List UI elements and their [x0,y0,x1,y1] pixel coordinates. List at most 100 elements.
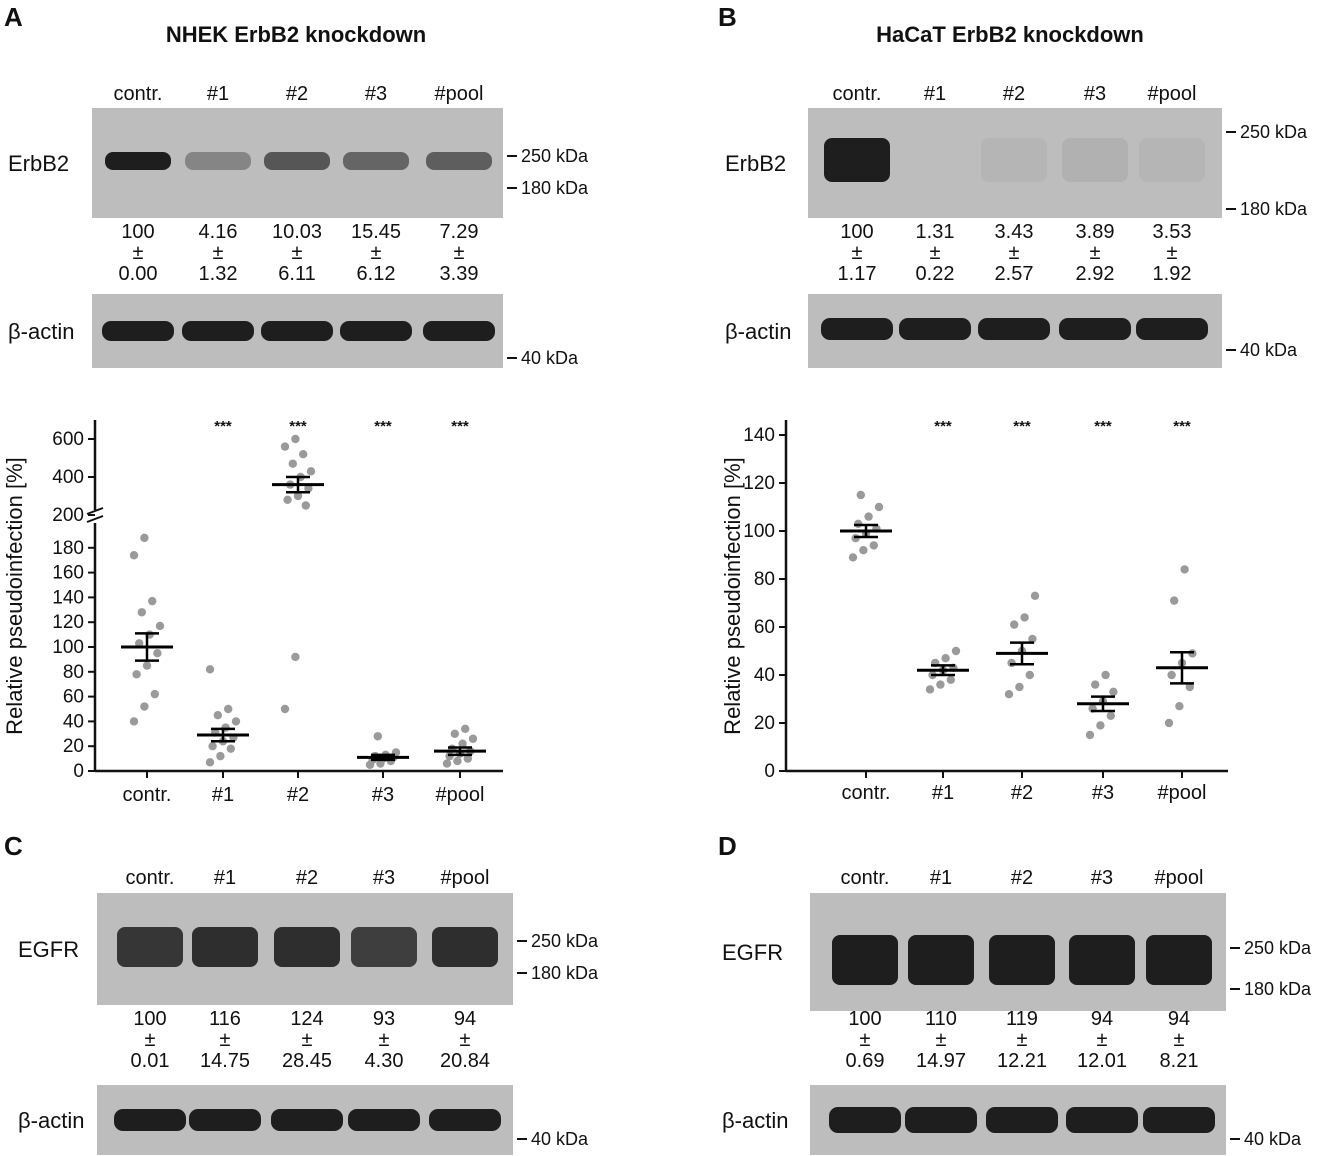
data-point [280,442,290,451]
protein-band [426,152,492,170]
data-point [856,490,865,500]
data-point [1180,565,1189,574]
protein-band [274,927,340,967]
actin-band [1136,318,1208,340]
y-tick-label: 100 [52,637,84,658]
quant-mean: 100 [848,1008,881,1030]
significance-marker: *** [214,418,232,435]
protein-band [432,927,498,967]
lane-label: #3 [1091,867,1113,889]
data-point [373,732,382,741]
data-point [153,649,162,658]
protein-label: β-actin [18,1108,84,1133]
actin-band [829,1107,901,1133]
protein-band [192,927,258,967]
quant-sd: 4.30 [365,1050,404,1072]
panel-letter-a: A [4,2,23,32]
data-point [1175,702,1184,711]
protein-band [981,138,1047,182]
x-tick-label: contr. [842,782,891,804]
y-tick-label: 40 [754,665,775,686]
protein-label: ErbB2 [8,151,69,176]
data-point [148,596,157,606]
data-point [1091,680,1100,689]
data-point [1170,596,1179,605]
quant-sd: 8.21 [1160,1050,1199,1072]
quant-plusminus: ± [302,1029,313,1051]
protein-band [908,935,974,985]
quant-sd: 12.01 [1077,1050,1127,1072]
protein-label: EGFR [18,937,79,962]
quant-mean: 4.16 [199,221,238,243]
quant-mean: 110 [925,1008,957,1030]
y-tick-label: 0 [73,761,84,782]
data-point [869,541,878,550]
significance-marker: *** [374,418,392,435]
data-point [946,675,955,684]
data-point [205,665,215,674]
data-point [463,754,472,763]
data-point [1030,591,1040,600]
actin-band [189,1109,261,1131]
lane-label: #2 [1003,83,1025,105]
y-tick-label: 200 [52,505,84,526]
data-point [453,756,462,766]
data-point [442,759,452,768]
panel-b-title: HaCaT ErbB2 knockdown [876,22,1144,47]
quant-sd: 3.39 [440,263,479,285]
x-tick-label: #1 [212,784,234,806]
quant-plusminus: ± [1090,242,1101,264]
marker-label: 250 kDa [1240,122,1308,142]
protein-band [824,138,890,182]
lane-label: #2 [286,83,308,105]
significance-marker: *** [289,418,307,435]
data-point [306,467,316,476]
quant-mean: 94 [1091,1008,1113,1030]
data-point [155,621,165,631]
quant-plusminus: ± [460,1029,471,1051]
data-point [224,704,233,714]
axis-break [86,515,104,523]
x-tick-label: #pool [1158,782,1207,804]
quant-plusminus: ± [292,242,303,264]
data-point [1106,711,1116,720]
data-point [140,533,149,543]
quant-mean: 94 [454,1008,476,1030]
data-point [1109,687,1118,696]
data-point [468,734,478,743]
lane-label: #pool [1155,867,1204,889]
data-point [848,553,858,562]
quant-plusminus: ± [133,242,144,264]
protein-band [1139,138,1205,182]
actin-band [978,318,1050,340]
data-point [1096,721,1105,730]
data-point [280,704,290,714]
quant-mean: 119 [1006,1008,1038,1030]
data-point [129,551,139,560]
y-tick-label: 40 [63,711,84,732]
data-point [450,729,459,738]
quant-sd: 14.97 [916,1050,966,1072]
marker-label: 40 kDa [531,1129,589,1149]
significance-marker: *** [1094,418,1112,435]
quant-mean: 100 [840,221,873,243]
actin-band [1066,1107,1138,1133]
data-point [293,491,303,501]
data-point [864,512,873,521]
lane-label: #3 [1084,83,1106,105]
data-point [1015,682,1024,692]
quant-sd: 20.84 [440,1050,490,1072]
actin-band [348,1109,420,1131]
quant-sd: 1.17 [838,263,877,285]
data-point [859,546,868,555]
protein-band [117,927,183,967]
panel-a-title: NHEK ErbB2 knockdown [166,22,426,47]
data-point [1164,718,1174,728]
data-point [458,739,467,748]
y-tick-label: 160 [52,563,84,584]
significance-marker: *** [934,418,952,435]
quant-sd: 6.12 [357,263,396,285]
